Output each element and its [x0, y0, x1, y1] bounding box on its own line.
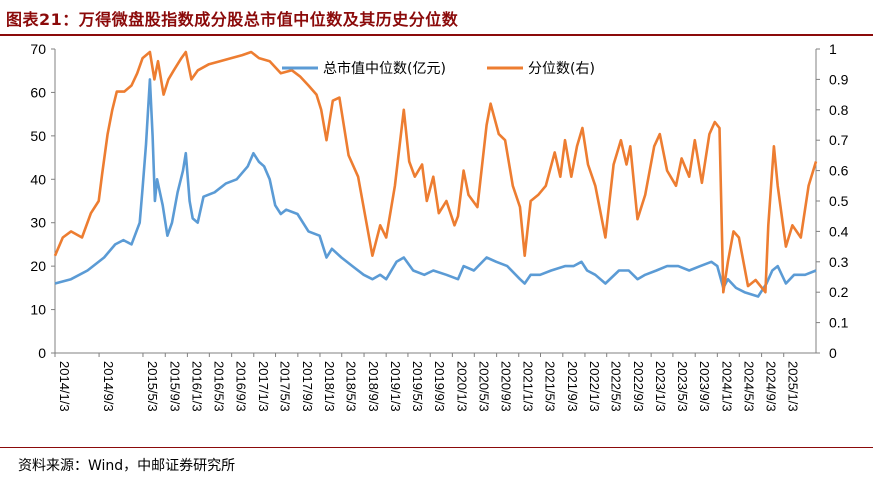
right-tick-label: 0.3: [829, 254, 849, 270]
x-tick-label: 2016/5/3: [211, 361, 226, 412]
x-tick-label: 2018/9/3: [366, 361, 381, 412]
legend-label-2: 分位数(右): [528, 61, 595, 77]
right-axis-ticks: 0 0.1 0.2 0.3 0.4 0.5 0.6 0.7 0.8 0.9 1: [816, 41, 849, 361]
x-axis-ticks: 2014/1/3 2014/9/3 2015/5/3 2015/9/3 2016/1/3…: [54, 353, 801, 412]
x-tick-label: 2018/1/3: [322, 361, 337, 412]
right-tick-label: 0.8: [829, 102, 849, 118]
x-tick-label: 2017/9/3: [300, 361, 315, 412]
x-tick-label: 2023/9/3: [697, 361, 712, 412]
left-tick-label: 40: [30, 171, 46, 187]
line-chart: 0 10 20 30 40 50 60 70 0 0.1 0.2 0.3 0.4 0.5 0.6 0.7 0.…: [30, 41, 849, 412]
x-tick-label: 2015/5/3: [145, 361, 160, 412]
x-tick-label: 2019/1/3: [388, 361, 403, 412]
x-tick-label: 2021/1/3: [521, 361, 536, 412]
right-tick-label: 1: [829, 41, 837, 57]
x-tick-label: 2017/1/3: [256, 361, 271, 412]
left-tick-label: 20: [30, 258, 46, 274]
chart-axes: [54, 49, 817, 354]
x-tick-label: 2019/5/3: [410, 361, 425, 412]
left-tick-label: 60: [30, 84, 46, 100]
series-line-2: [53, 50, 818, 294]
x-tick-label: 2014/9/3: [101, 361, 116, 412]
x-tick-label: 2022/5/3: [609, 361, 624, 412]
x-tick-label: 2024/5/3: [741, 361, 756, 412]
x-tick-label: 2020/9/3: [499, 361, 514, 412]
right-tick-label: 0.2: [829, 284, 849, 300]
x-tick-label: 2021/9/3: [565, 361, 580, 412]
right-tick-label: 0.6: [829, 163, 849, 179]
right-tick-label: 0.1: [829, 315, 849, 331]
x-tick-label: 2019/9/3: [432, 361, 447, 412]
x-tick-label: 2024/9/3: [764, 361, 779, 412]
x-tick-label: 2016/1/3: [189, 361, 204, 412]
x-tick-label: 2024/1/3: [719, 361, 734, 412]
x-tick-label: 2022/9/3: [631, 361, 646, 412]
left-tick-label: 50: [30, 128, 46, 144]
x-tick-label: 2016/9/3: [234, 361, 249, 412]
left-tick-label: 10: [30, 302, 46, 318]
title-rule: [0, 34, 873, 36]
source-rule: [0, 447, 873, 448]
left-tick-label: 0: [38, 345, 46, 361]
series-lines: [53, 50, 818, 298]
right-tick-label: 0: [829, 345, 837, 361]
x-tick-label: 2021/5/3: [543, 361, 558, 412]
x-tick-label: 2015/9/3: [167, 361, 182, 412]
series-line-1: [54, 78, 817, 298]
x-tick-label: 2022/1/3: [587, 361, 602, 412]
right-tick-label: 0.4: [829, 223, 849, 239]
right-tick-label: 0.5: [829, 193, 849, 209]
x-tick-label: 2023/1/3: [653, 361, 668, 412]
right-tick-label: 0.9: [829, 71, 849, 87]
left-axis-ticks: 0 10 20 30 40 50 60 70: [30, 41, 55, 361]
x-tick-label: 2020/1/3: [454, 361, 469, 412]
left-tick-label: 30: [30, 215, 46, 231]
x-tick-label: 2020/5/3: [476, 361, 491, 412]
x-tick-label: 2018/5/3: [344, 361, 359, 412]
source-note: 资料来源：Wind，中邮证券研究所: [18, 458, 236, 474]
left-tick-label: 70: [30, 41, 46, 57]
right-tick-label: 0.7: [829, 132, 849, 148]
x-tick-label: 2014/1/3: [57, 361, 72, 412]
legend-label-1: 总市值中位数(亿元): [323, 60, 446, 77]
x-tick-label: 2017/5/3: [278, 361, 293, 412]
legend: 总市值中位数(亿元) 分位数(右): [282, 60, 595, 77]
x-tick-label: 2023/5/3: [675, 361, 690, 412]
figure-title: 图表21：万得微盘股指数成分股总市值中位数及其历史分位数: [6, 10, 459, 29]
x-tick-label: 2025/1/3: [786, 361, 801, 412]
